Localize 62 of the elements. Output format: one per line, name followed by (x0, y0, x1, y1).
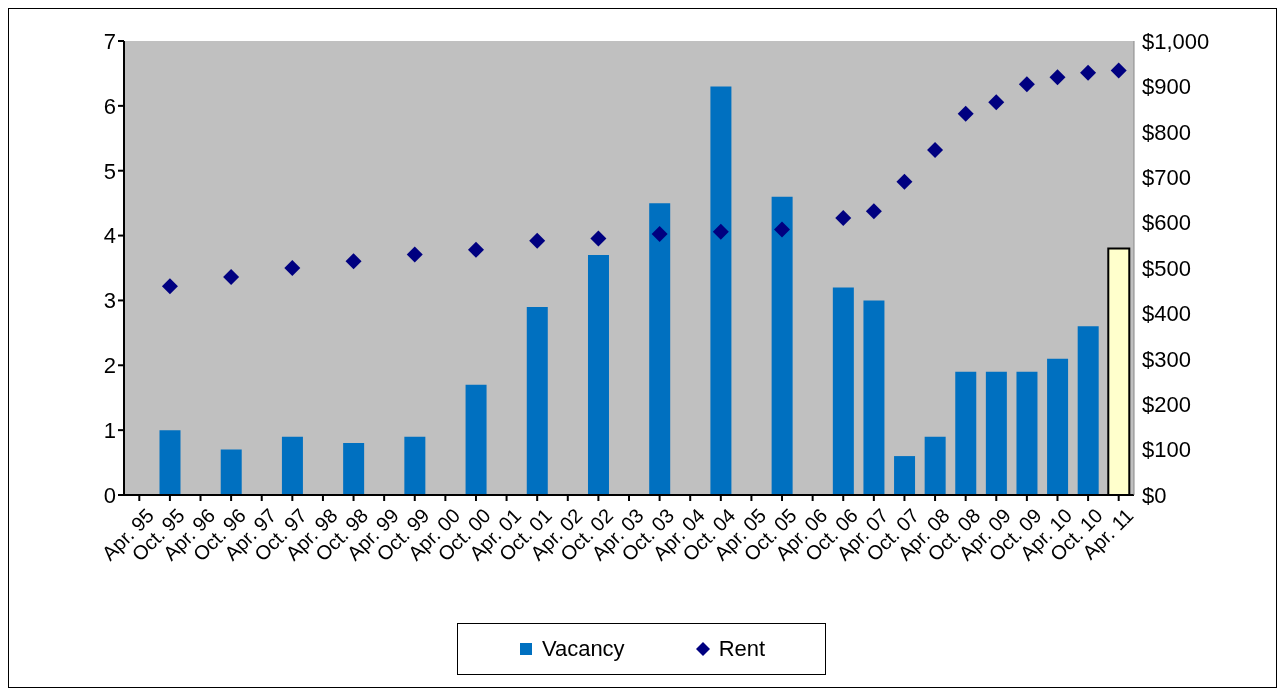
point (529, 232, 546, 249)
legend-label: Vacancy (541, 636, 625, 662)
point (1110, 62, 1127, 79)
bar (649, 203, 671, 495)
y-tick-label: 3 (103, 288, 116, 314)
bar (1077, 326, 1099, 495)
y2-tick-label: $900 (1142, 74, 1191, 100)
point (988, 94, 1005, 111)
y2-tick-label: $800 (1142, 119, 1191, 145)
bar (220, 449, 242, 495)
bar (863, 300, 885, 495)
y-tick-label: 4 (103, 223, 116, 249)
bar (404, 436, 426, 495)
y-tick-label: 6 (103, 93, 116, 119)
point (467, 241, 484, 258)
point (161, 278, 178, 295)
y2-tick-label: $0 (1142, 482, 1167, 508)
point (865, 203, 882, 220)
bar (159, 430, 181, 495)
bar (710, 86, 732, 495)
point (590, 230, 607, 247)
point (284, 260, 301, 276)
y-tick-label: 5 (103, 158, 116, 184)
bar (343, 443, 365, 495)
bar (985, 371, 1007, 495)
y2-tick-label: $200 (1142, 392, 1191, 418)
point (223, 269, 240, 286)
legend-label: Rent (718, 636, 766, 662)
bar (955, 371, 977, 495)
point (651, 225, 668, 242)
point (406, 246, 423, 263)
point (1018, 76, 1035, 93)
y2-tick-label: $700 (1142, 165, 1191, 191)
y-tick-label: 2 (103, 353, 116, 379)
bar (894, 456, 916, 495)
y-tick-label: 7 (103, 28, 116, 54)
y2-tick-label: $300 (1142, 346, 1191, 372)
bar (587, 255, 609, 495)
point (957, 105, 974, 122)
bar (771, 196, 793, 495)
point (927, 141, 944, 158)
bar (526, 306, 548, 495)
y2-tick-label: $400 (1142, 301, 1191, 327)
y2-tick-label: $100 (1142, 437, 1191, 463)
bar (1016, 371, 1038, 495)
bar (281, 436, 303, 495)
y2-tick-label: $500 (1142, 255, 1191, 281)
bar (1047, 358, 1069, 495)
y-tick-label: 0 (103, 482, 116, 508)
point (1049, 69, 1066, 86)
point (835, 210, 852, 227)
point (345, 253, 362, 270)
y-tick-label: 1 (103, 417, 116, 443)
bar (924, 436, 946, 495)
bar (832, 287, 854, 495)
y2-tick-label: $1,000 (1142, 28, 1210, 54)
point (774, 221, 791, 238)
bar (465, 384, 487, 495)
point (896, 173, 913, 190)
point (1080, 64, 1097, 81)
y2-tick-label: $600 (1142, 210, 1191, 236)
point (712, 223, 729, 240)
